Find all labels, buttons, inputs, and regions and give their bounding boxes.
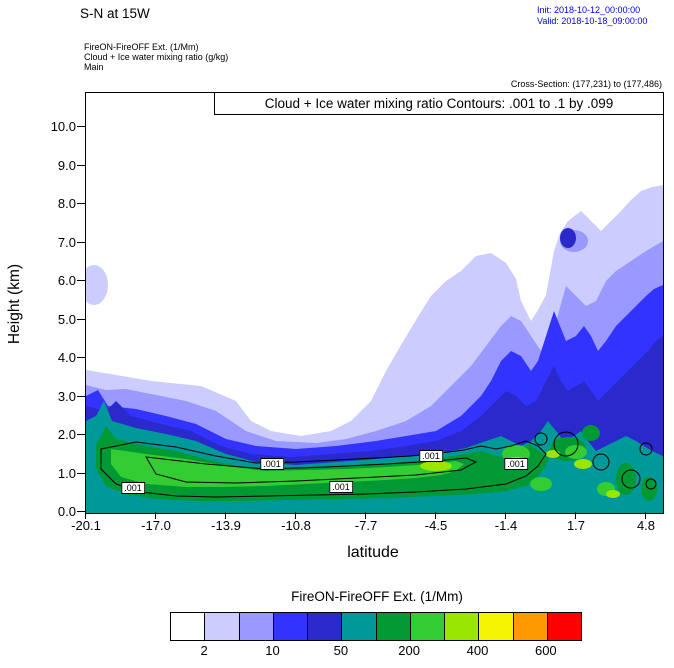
colorbar-cell-green	[410, 613, 445, 640]
y-axis-tick	[77, 203, 85, 204]
field-region-lavender	[86, 265, 108, 305]
field-region-light-green	[420, 461, 452, 471]
colorbar-tick-label: 2	[200, 643, 208, 658]
y-axis-tick-label: 5.0	[57, 311, 76, 327]
field-region-light-green	[606, 490, 620, 498]
field-meta-block: FireON-FireOFF Ext. (1/Mm) Cloud + Ice w…	[84, 42, 228, 72]
y-axis-tick-label: 0.0	[57, 504, 76, 519]
field-region-light-green	[574, 459, 592, 469]
x-axis-tick-label: -13.9	[211, 518, 241, 533]
page-title: S-N at 15W	[80, 6, 150, 21]
colorbar-cell-periwinkle	[239, 613, 274, 640]
cloud-contour-line	[553, 431, 579, 457]
contour-field-canvas	[86, 185, 663, 513]
y-axis-tick	[77, 126, 85, 127]
y-axis-tick	[77, 395, 85, 397]
y-axis-tick	[77, 241, 85, 243]
valid-time-label: Valid: 2018-10-18_09:00:00	[537, 15, 648, 26]
y-axis-tick	[77, 511, 85, 512]
colorbar-tick-label: 10	[265, 643, 280, 658]
colorbar-cell-dark-blue	[308, 613, 343, 640]
cloud-contour-line	[145, 456, 478, 484]
colorbar-tick-label: 50	[333, 643, 349, 658]
y-axis-tick	[77, 434, 85, 435]
y-axis-tick	[77, 318, 85, 320]
y-axis-tick-label: 4.0	[57, 350, 76, 365]
init-time-label: Init: 2018-10-12_00:00:00	[537, 5, 641, 15]
init-valid-block: Init: 2018-10-12_00:00:00 Valid: 2018-10…	[537, 5, 647, 26]
y-axis-tick-label: 6.0	[57, 273, 76, 288]
colorbar-tick-label: 200	[398, 643, 420, 658]
y-axis-tick-label: 3.0	[57, 388, 76, 404]
contour-value-label: .001	[121, 482, 145, 494]
y-axis-tick-label: 9.0	[57, 157, 76, 173]
x-axis-tick	[295, 512, 296, 519]
cloud-contour-line	[100, 440, 547, 498]
y-axis-tick	[77, 164, 85, 166]
x-axis-tick	[435, 512, 436, 519]
field-region-dark-green	[582, 425, 600, 441]
y-axis-tick-label: 8.0	[57, 196, 76, 211]
contour-value-label: .001	[329, 481, 353, 493]
y-axis-tick-label: 1.0	[57, 465, 76, 481]
x-axis-tick-label: -20.1	[71, 518, 101, 533]
field-region-dark-blue	[560, 228, 576, 248]
x-axis-tick	[645, 512, 646, 519]
x-axis-tick-label: 1.7	[566, 518, 586, 533]
x-axis-tick	[85, 512, 86, 519]
contour-info-text: Cloud + Ice water mixing ratio Contours:…	[264, 96, 614, 111]
y-axis-tick-label: 2.0	[57, 427, 76, 442]
cloud-contour-line	[534, 432, 548, 446]
x-axis-tick-label: -7.7	[354, 518, 378, 533]
contour-info-box: Cloud + Ice water mixing ratio Contours:…	[214, 93, 663, 115]
colorbar-cell-orange	[513, 613, 548, 640]
field-region-green	[530, 477, 552, 491]
y-axis-tick	[77, 280, 85, 281]
x-axis-tick-label: -4.5	[424, 518, 448, 533]
colorbar-cell-yellow	[479, 613, 514, 640]
field-region-dark-green	[616, 463, 636, 495]
colorbar-cell-white	[171, 613, 206, 640]
colorbar-title: FireON-FireOFF Ext. (1/Mm)	[291, 589, 463, 604]
contour-value-label: .001	[504, 458, 528, 470]
y-axis-label: Height (km)	[6, 263, 23, 345]
contour-value-label: .001	[260, 458, 284, 470]
y-axis-tick	[77, 357, 85, 358]
y-axis-tick	[77, 472, 85, 474]
y-axis-tick-label: 10.0	[50, 119, 76, 134]
colorbar	[170, 612, 582, 641]
x-axis-tick-label: -17.0	[141, 518, 171, 533]
field-region-light-green	[546, 450, 560, 458]
cross-section-label: Cross-Section: (177,231) to (177,486)	[510, 79, 662, 89]
x-axis-tick	[225, 512, 226, 519]
x-axis-tick	[155, 512, 156, 519]
x-axis-tick	[365, 512, 366, 519]
cloud-contour-line	[639, 442, 653, 456]
colorbar-cell-teal	[342, 613, 377, 640]
contour-value-label: .001	[419, 450, 443, 462]
y-axis-tick-label: 7.0	[57, 234, 76, 250]
field-region-green	[565, 445, 587, 459]
x-axis-tick-label: -10.8	[281, 518, 311, 533]
cloud-contour-line	[592, 453, 610, 471]
colorbar-cell-blue	[273, 613, 308, 640]
x-axis-tick	[505, 512, 506, 519]
meta-line-contour-field: Cloud + Ice water mixing ratio (g/kg)	[84, 52, 229, 62]
x-axis-tick-label: 4.8	[636, 518, 656, 533]
plot-area: Cloud + Ice water mixing ratio Contours:…	[85, 92, 664, 514]
meta-line-domain: Main	[84, 62, 104, 72]
x-axis-tick	[575, 512, 576, 519]
colorbar-cell-dark-green	[376, 613, 411, 640]
cloud-contour-line	[621, 469, 641, 489]
colorbar-cell-light-green	[445, 613, 480, 640]
cloud-contour-line	[645, 478, 657, 490]
x-axis-label: latitude	[347, 544, 399, 561]
x-axis-tick-label: -1.4	[494, 518, 518, 533]
colorbar-cell-red	[547, 613, 581, 640]
meta-line-fill-field: FireON-FireOFF Ext. (1/Mm)	[84, 42, 199, 52]
colorbar-tick-label: 600	[534, 643, 557, 658]
colorbar-tick-label: 400	[466, 643, 489, 658]
colorbar-cell-lavender	[205, 613, 240, 640]
